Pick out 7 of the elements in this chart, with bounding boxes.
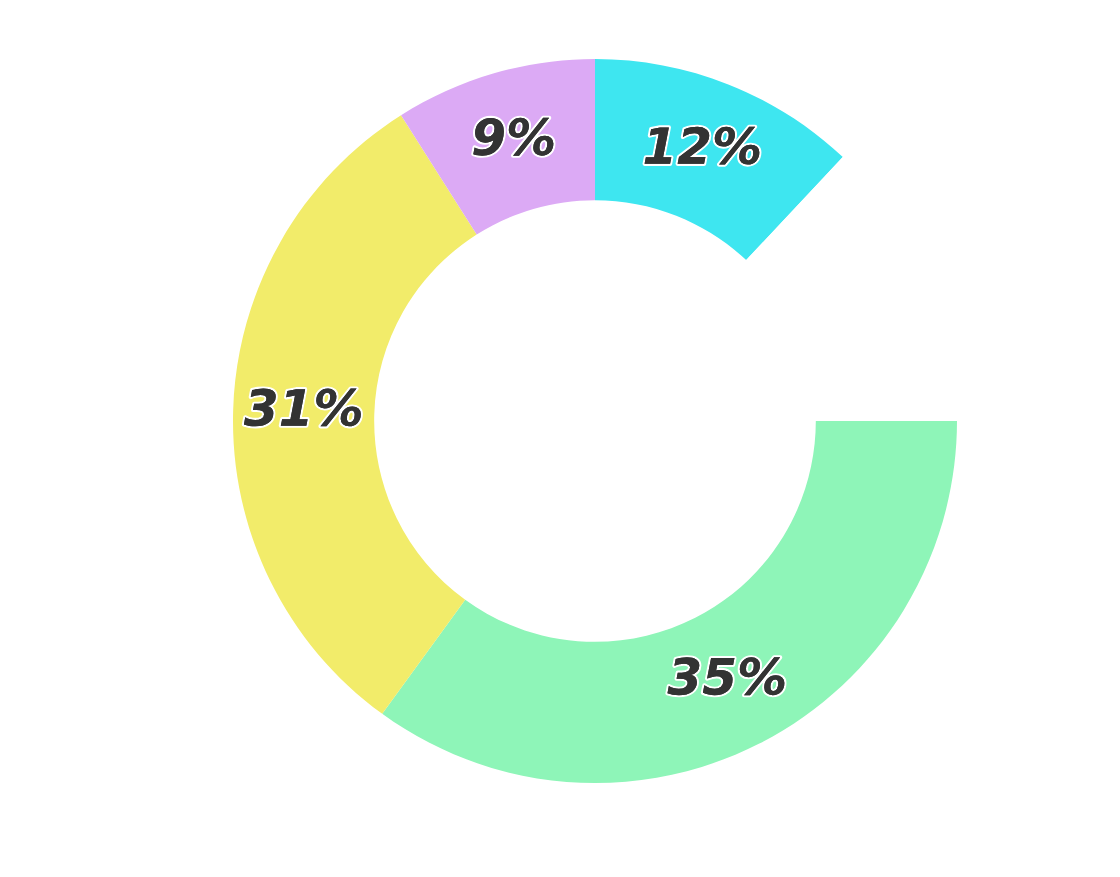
data-label: 31%	[243, 388, 361, 427]
data-label: 9%	[473, 117, 554, 156]
donut-slice	[382, 421, 957, 783]
data-label: 12%	[644, 126, 760, 165]
data-label: 35%	[667, 657, 785, 696]
donut-slice	[595, 59, 843, 261]
donut-slice	[401, 59, 595, 235]
